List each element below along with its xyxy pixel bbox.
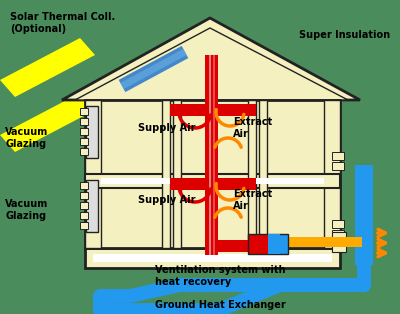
- Bar: [332, 162, 344, 170]
- Bar: [101, 178, 324, 184]
- Bar: [259, 100, 267, 248]
- Bar: [80, 222, 88, 229]
- Bar: [80, 212, 88, 219]
- Bar: [209, 55, 211, 255]
- Bar: [332, 230, 344, 238]
- Bar: [170, 104, 205, 116]
- Text: Vacuum
Glazing: Vacuum Glazing: [5, 127, 48, 149]
- Bar: [80, 148, 88, 155]
- Bar: [86, 106, 98, 158]
- Bar: [80, 202, 88, 209]
- Text: Solar Thermal Coll.
(Optional): Solar Thermal Coll. (Optional): [10, 12, 115, 34]
- Bar: [355, 165, 373, 265]
- Bar: [218, 104, 256, 116]
- Text: Supply Air: Supply Air: [138, 195, 196, 205]
- Bar: [85, 174, 340, 188]
- Bar: [332, 152, 344, 160]
- Text: Extract
Air: Extract Air: [233, 189, 272, 211]
- Bar: [268, 234, 288, 254]
- Bar: [218, 178, 256, 190]
- Bar: [248, 234, 288, 254]
- Bar: [85, 248, 340, 268]
- Bar: [324, 100, 340, 248]
- Bar: [80, 118, 88, 125]
- Bar: [332, 232, 346, 252]
- Bar: [80, 128, 88, 135]
- Bar: [248, 234, 268, 254]
- Polygon shape: [62, 18, 360, 100]
- Bar: [85, 100, 101, 248]
- Bar: [93, 254, 332, 262]
- Bar: [268, 234, 280, 254]
- Polygon shape: [0, 93, 95, 152]
- Bar: [288, 237, 362, 247]
- Bar: [173, 100, 181, 248]
- Text: Super Insulation: Super Insulation: [299, 30, 390, 40]
- Text: Ventilation system with
heat recovery: Ventilation system with heat recovery: [155, 265, 286, 287]
- Polygon shape: [75, 28, 348, 100]
- Text: Supply Air: Supply Air: [138, 123, 196, 133]
- Bar: [80, 138, 88, 145]
- Bar: [205, 55, 218, 255]
- Polygon shape: [0, 38, 95, 97]
- Bar: [332, 220, 344, 228]
- Bar: [162, 100, 170, 248]
- Text: Ground Heat Exchanger: Ground Heat Exchanger: [155, 300, 286, 310]
- Bar: [80, 192, 88, 199]
- Bar: [213, 55, 215, 255]
- Bar: [86, 180, 98, 232]
- Bar: [80, 108, 88, 115]
- Text: Extract
Air: Extract Air: [233, 117, 272, 139]
- Bar: [218, 240, 253, 252]
- Bar: [85, 100, 340, 248]
- Bar: [170, 178, 205, 190]
- Bar: [248, 100, 256, 248]
- Bar: [80, 182, 88, 189]
- Text: Vacuum
Glazing: Vacuum Glazing: [5, 199, 48, 221]
